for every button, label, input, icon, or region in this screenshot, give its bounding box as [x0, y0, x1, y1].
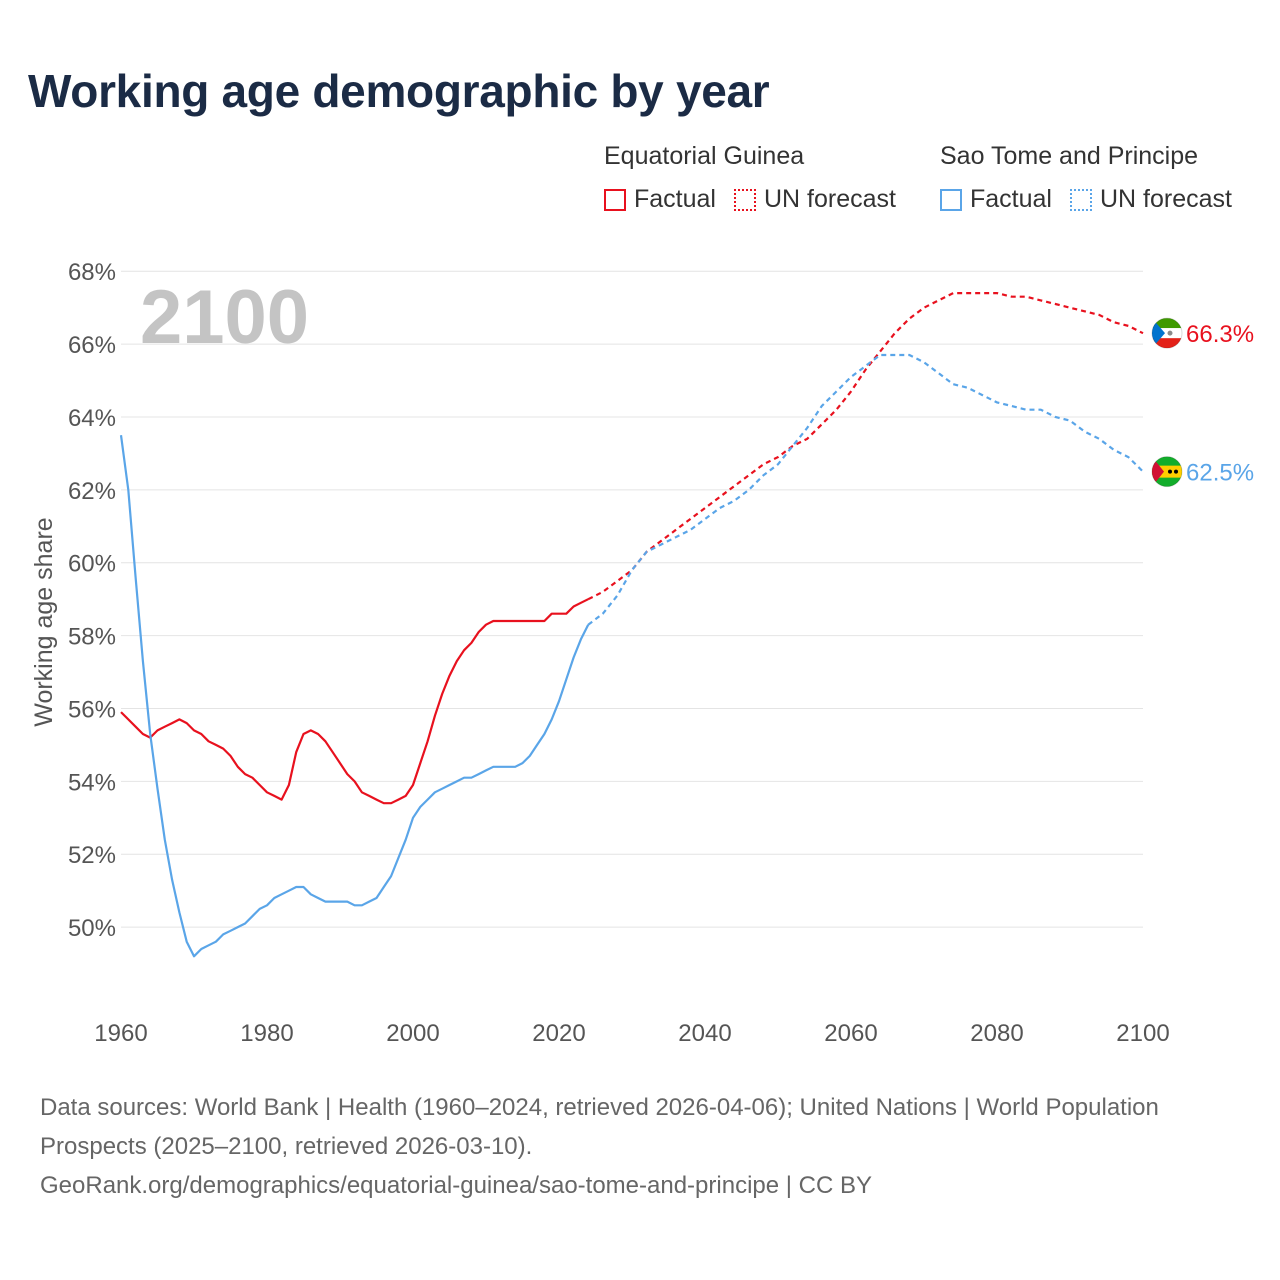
factual-swatch-icon [940, 188, 962, 211]
factual-swatch-icon [604, 188, 626, 211]
forecast-swatch-icon [733, 188, 756, 211]
series-line-sao-tome-and-principe-forecast[interactable] [587, 353, 1144, 626]
x-tick-label: 1960 [94, 1020, 147, 1047]
end-value-label: 66.3% [1186, 321, 1254, 348]
y-tick-label: 66% [68, 332, 116, 359]
legend-group-sao-tome: Sao Tome and Principe Factual UN forecas… [940, 142, 1232, 214]
y-tick-label: 56% [68, 696, 116, 723]
series-line-equatorial-guinea-factual[interactable] [120, 598, 589, 805]
credit-link[interactable]: GeoRank.org/demographics/equatorial-guin… [40, 1172, 873, 1199]
chart-title: Working age demographic by year [28, 65, 770, 117]
series-line-sao-tome-and-principe-factual[interactable] [119, 435, 590, 958]
legend-group-name: Sao Tome and Principe [940, 142, 1199, 170]
data-sources: Data sources: World Bank | Health (1960–… [40, 1094, 1159, 1160]
x-tick-label: 2060 [824, 1020, 877, 1047]
forecast-swatch-icon [1069, 188, 1092, 211]
x-tick-label: 1980 [240, 1020, 293, 1047]
x-tick-label: 2080 [970, 1020, 1023, 1047]
sao-tome-and-principe-flag-icon [1151, 456, 1183, 488]
legend-factual-label[interactable]: Factual [634, 185, 716, 213]
y-tick-label: 50% [68, 915, 116, 942]
y-tick-label: 68% [68, 259, 116, 286]
y-tick-label: 54% [68, 769, 116, 796]
y-tick-label: 62% [68, 478, 116, 505]
equatorial-guinea-flag-icon [1151, 317, 1183, 349]
y-tick-label: 52% [68, 842, 116, 869]
year-watermark: 2100 [140, 275, 309, 360]
legend-forecast-label[interactable]: UN forecast [763, 185, 896, 213]
x-tick-label: 2000 [386, 1020, 439, 1047]
x-tick-label: 2040 [678, 1020, 731, 1047]
legend-factual-label[interactable]: Factual [970, 185, 1052, 213]
footer: Data sources: World Bank | Health (1960–… [40, 1088, 1240, 1205]
y-tick-label: 64% [68, 405, 116, 432]
y-tick-label: 58% [68, 624, 116, 651]
legend-group-equatorial-guinea: Equatorial Guinea Factual UN forecast [604, 142, 914, 214]
y-axis-label: Working age share [30, 517, 58, 726]
x-tick-label: 2100 [1116, 1020, 1169, 1047]
x-tick-label: 2020 [532, 1020, 585, 1047]
legend-group-name: Equatorial Guinea [604, 142, 805, 170]
end-value-label: 62.5% [1186, 460, 1254, 487]
legend-forecast-label[interactable]: UN forecast [1099, 185, 1232, 213]
y-tick-label: 60% [68, 551, 116, 578]
line-chart: 2100 50% 52% 54% 56% 58% 60% 62% 64% 66% 68% 1960 1… [30, 259, 1254, 1047]
series-line-equatorial-guinea-forecast[interactable] [587, 292, 1144, 601]
